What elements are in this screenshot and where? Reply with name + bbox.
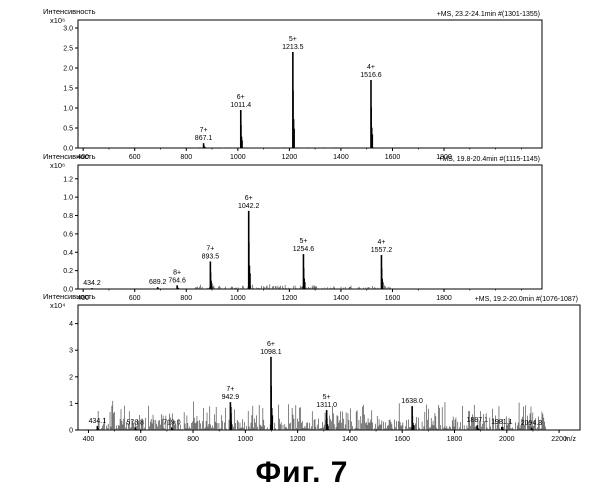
x-tick-label: 800 xyxy=(180,295,192,302)
x-tick-label: 1200 xyxy=(282,154,298,161)
y-tick-label: 0 xyxy=(69,428,73,435)
x-tick-label: 1600 xyxy=(394,436,410,443)
x-tick-label: 1600 xyxy=(385,154,401,161)
peak-charge-label: 5+ xyxy=(299,238,307,245)
peak-charge-label: 6+ xyxy=(267,341,275,348)
x-tick-label: 1400 xyxy=(342,436,358,443)
spectrum-header: +MS, 19.2-20.0min #(1076-1087) xyxy=(475,296,578,303)
y-tick-label: 1.0 xyxy=(63,195,73,202)
peak-mz-label: 1887.1 xyxy=(467,417,489,424)
spectrum-header: +MS, 19.8-20.4min #(1115-1145) xyxy=(438,156,540,163)
x-tick-label: 800 xyxy=(180,154,192,161)
y-tick-label: 0.2 xyxy=(63,268,73,275)
peak-mz-label: 1638.0 xyxy=(401,398,423,405)
peak-charge-label: 6+ xyxy=(245,195,253,202)
x-tick-label: 600 xyxy=(129,154,141,161)
peak-charge-label: 8+ xyxy=(173,269,181,276)
x-tick-label: 600 xyxy=(135,436,147,443)
peak-mz-label: 1011.4 xyxy=(230,102,251,109)
peak-charge-label: 7+ xyxy=(226,386,234,393)
plot-frame xyxy=(78,165,542,289)
x-axis-label: m/z xyxy=(565,436,577,443)
y-tick-label: 3.0 xyxy=(63,26,73,33)
peak-mz-label: 1981.1 xyxy=(491,419,513,426)
x-tick-label: 1200 xyxy=(282,295,298,302)
y-axis-label: Интенсивность xyxy=(43,292,96,301)
y-tick-label: 1.5 xyxy=(63,86,73,93)
peak-mz-label: 719.0 xyxy=(163,419,181,426)
peak-charge-label: 4+ xyxy=(367,64,375,71)
peak-mz-label: 1042.2 xyxy=(238,203,260,210)
y-axis-exponent: x10⁴ xyxy=(50,301,65,310)
y-axis-label: Интенсивность xyxy=(43,7,96,16)
peak-mz-label: 867.1 xyxy=(195,135,213,142)
y-tick-label: 0.5 xyxy=(63,126,73,133)
y-tick-label: 1 xyxy=(69,401,73,408)
y-tick-label: 1.0 xyxy=(63,106,73,113)
peak-mz-label: 942.9 xyxy=(222,394,240,401)
x-tick-label: 1600 xyxy=(385,295,401,302)
spectrum-header: +MS, 23.2-24.1min #(1301-1355) xyxy=(437,11,540,18)
plot-frame xyxy=(78,305,580,430)
peak-mz-label: 434.2 xyxy=(83,280,101,287)
y-tick-label: 0.8 xyxy=(63,213,73,220)
peak-charge-label: 7+ xyxy=(200,127,208,134)
figure-caption: Фиг. 7 xyxy=(0,456,604,490)
y-axis-label: Интенсивность xyxy=(43,152,96,161)
x-tick-label: 1800 xyxy=(436,295,452,302)
peak-mz-label: 764.6 xyxy=(168,277,186,284)
y-tick-label: 2.5 xyxy=(63,46,73,53)
peak-mz-label: 1098.1 xyxy=(260,349,282,356)
x-tick-label: 1000 xyxy=(230,295,246,302)
peak-mz-label: 1516.6 xyxy=(360,72,382,79)
peak-mz-label: 2094.3 xyxy=(521,420,543,427)
x-tick-label: 600 xyxy=(129,295,141,302)
peak-charge-label: 5+ xyxy=(289,36,297,43)
x-tick-label: 400 xyxy=(83,436,95,443)
plot-frame xyxy=(78,20,542,148)
peak-mz-label: 893.5 xyxy=(202,253,220,260)
x-tick-label: 1400 xyxy=(333,154,349,161)
peak-mz-label: 1254.6 xyxy=(293,246,315,253)
y-tick-label: 2.0 xyxy=(63,66,73,73)
x-tick-label: 1000 xyxy=(230,154,246,161)
x-tick-label: 1200 xyxy=(290,436,306,443)
peak-mz-label: 1557.2 xyxy=(371,247,393,254)
x-tick-label: 800 xyxy=(187,436,199,443)
peak-charge-label: 7+ xyxy=(206,245,214,252)
y-axis-exponent: x10⁶ xyxy=(50,161,65,170)
y-tick-label: 4 xyxy=(69,321,73,328)
y-tick-label: 0.4 xyxy=(63,250,73,257)
peak-mz-label: 1213.5 xyxy=(282,44,304,51)
peak-mz-label: 434.1 xyxy=(89,418,107,425)
peak-mz-label: 1311.0 xyxy=(316,402,337,409)
x-tick-label: 1000 xyxy=(238,436,254,443)
peak-mz-label: 578.8 xyxy=(126,419,144,426)
y-tick-label: 3 xyxy=(69,348,73,355)
peak-charge-label: 4+ xyxy=(377,239,385,246)
peak-charge-label: 6+ xyxy=(237,94,245,101)
y-tick-label: 2 xyxy=(69,374,73,381)
x-tick-label: 1800 xyxy=(447,436,463,443)
x-tick-label: 2000 xyxy=(499,436,515,443)
y-axis-exponent: x10⁶ xyxy=(50,16,65,25)
peak-charge-label: 5+ xyxy=(323,394,331,401)
y-tick-label: 1.2 xyxy=(63,176,73,183)
y-tick-label: 0.6 xyxy=(63,231,73,238)
x-tick-label: 1400 xyxy=(333,295,349,302)
peak-mz-label: 689.2 xyxy=(149,279,167,286)
